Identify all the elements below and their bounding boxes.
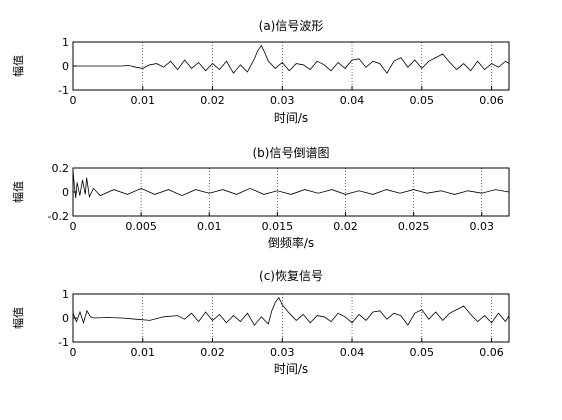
x-tick-label-c-2: 0.02: [200, 346, 225, 359]
x-tick-label-c-5: 0.05: [410, 346, 435, 359]
x-axis-label-c: 时间/s: [274, 362, 308, 376]
x-tick-label-a-0: 0: [70, 94, 77, 107]
x-tick-label-b-2: 0.01: [197, 220, 222, 233]
x-ticks-a: 0 0.01 0.02 0.03 0.04 0.05 0.06: [70, 86, 504, 107]
y-axis-label-c: 幅值: [12, 307, 25, 329]
grid-a: [142, 42, 492, 90]
y-tick-label-b-1: 0: [62, 186, 69, 199]
axes-b: [72, 167, 510, 217]
x-tick-label-b-6: 0.03: [470, 220, 495, 233]
y-tick-label-a-2: 1: [62, 36, 69, 49]
axes-c: [72, 293, 510, 343]
x-tick-label-b-4: 0.02: [333, 220, 358, 233]
y-tick-label-c-2: 1: [62, 288, 69, 301]
x-axis-label-a: 时间/s: [274, 111, 308, 125]
series-line-b: [72, 170, 510, 199]
panel-c: (c)恢复信号 0 0.01 0.02 0.03 0.04 0.05 0.06 -101 时…: [12, 269, 510, 376]
x-tick-label-a-4: 0.04: [340, 94, 365, 107]
x-tick-label-a-1: 0.01: [131, 94, 156, 107]
x-tick-label-a-6: 0.06: [479, 94, 504, 107]
series-line-a: [73, 44, 510, 74]
x-ticks-b: 0 0.005 0.01 0.015 0.02 0.025 0.03: [70, 212, 495, 233]
x-tick-label-c-4: 0.04: [340, 346, 365, 359]
x-tick-label-a-5: 0.05: [410, 94, 435, 107]
chart-title-a: (a)信号波形: [259, 19, 324, 33]
x-tick-label-a-3: 0.03: [270, 94, 295, 107]
y-tick-label-b-0: -0.2: [48, 210, 69, 223]
x-tick-label-c-0: 0: [70, 346, 77, 359]
x-tick-label-a-2: 0.02: [200, 94, 225, 107]
y-axis-label-a: 幅值: [12, 55, 25, 77]
y-tick-label-c-0: -1: [58, 336, 69, 349]
axes-a: [72, 41, 510, 91]
x-tick-label-b-5: 0.025: [398, 220, 430, 233]
x-axis-label-b: 倒频率/s: [268, 235, 314, 250]
panel-b: (b)信号倒谱图 0 0.005 0.01 0.015 0.02 0.025 0.03 -0…: [12, 146, 510, 250]
y-ticks-b: -0.2 0 0.2: [48, 162, 77, 223]
x-tick-label-c-3: 0.03: [270, 346, 295, 359]
x-tick-label-c-1: 0.01: [131, 346, 156, 359]
y-tick-label-b-2: 0.2: [52, 162, 70, 175]
x-tick-label-c-6: 0.06: [479, 346, 504, 359]
y-axis-label-b: 幅值: [12, 181, 25, 203]
x-tick-label-b-0: 0: [70, 220, 77, 233]
grid-b: [140, 168, 483, 216]
grid-c: [142, 294, 492, 342]
y-tick-label-a-0: -1: [58, 84, 69, 97]
y-tick-label-a-1: 0: [62, 60, 69, 73]
x-tick-label-b-1: 0.005: [125, 220, 157, 233]
chart-title-c: (c)恢复信号: [259, 269, 323, 283]
chart-title-b: (b)信号倒谱图: [253, 146, 330, 160]
x-ticks-c: 0 0.01 0.02 0.03 0.04 0.05 0.06: [70, 338, 504, 359]
series-line-c: [72, 296, 510, 326]
y-tick-label-c-1: 0: [62, 312, 69, 325]
panel-a: (a)信号波形 0 0.01 0.02 0.03 0.04 0.05 0.06 -101 时…: [12, 19, 510, 125]
x-tick-label-b-3: 0.015: [262, 220, 294, 233]
